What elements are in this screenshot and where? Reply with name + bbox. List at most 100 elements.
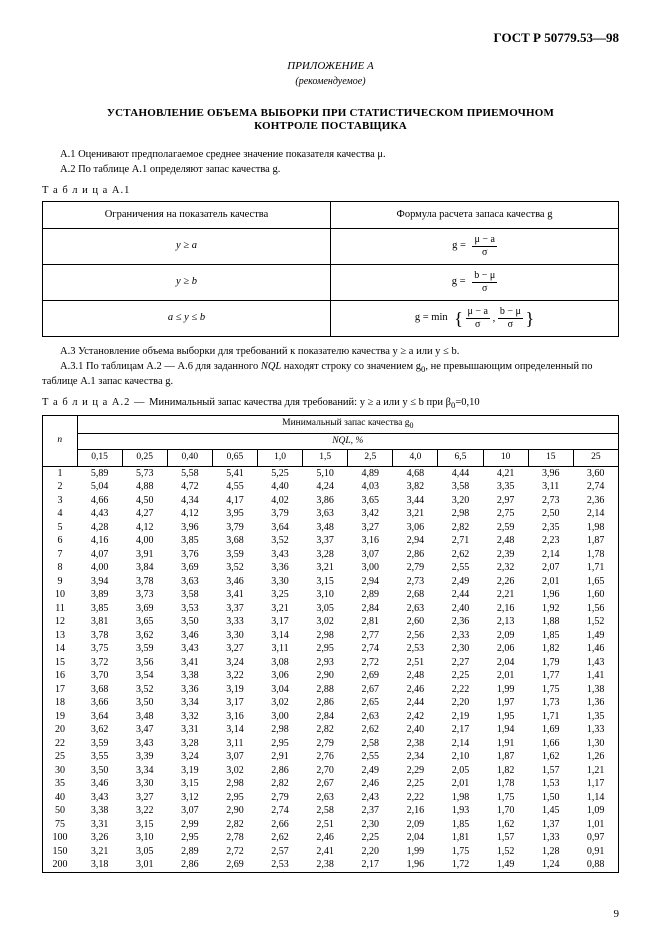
a2-value-cell: 1,24 (528, 859, 573, 873)
section-title: УСТАНОВЛЕНИЕ ОБЪЕМА ВЫБОРКИ ПРИ СТАТИСТИ… (42, 107, 619, 135)
appendix-label: ПРИЛОЖЕНИЕ А (42, 60, 619, 74)
a2-value-cell: 4,44 (438, 467, 483, 481)
a2-value-cell: 2,84 (303, 710, 348, 724)
a2-value-cell: 3,31 (77, 818, 122, 832)
a2-value-cell: 3,91 (122, 548, 167, 562)
table-a1-row: y ≥ b g = b − μ σ (43, 264, 619, 300)
a2-value-cell: 2,25 (348, 832, 393, 846)
a2-value-cell: 2,95 (212, 791, 257, 805)
a2-value-cell: 2,33 (438, 629, 483, 643)
a2-value-cell: 3,21 (393, 508, 438, 522)
a2-value-cell: 1,82 (483, 764, 528, 778)
a2-value-cell: 2,98 (212, 778, 257, 792)
a2-value-cell: 1,98 (573, 521, 618, 535)
a1-num-2: b − μ (472, 271, 497, 283)
table-a2-row: 133,783,623,463,303,142,982,772,562,332,… (43, 629, 619, 643)
a2-value-cell: 2,82 (303, 724, 348, 738)
table-a2-row: 223,593,433,283,112,952,792,582,382,141,… (43, 737, 619, 751)
a2-value-cell: 4,00 (77, 562, 122, 576)
table-a2-row: 503,383,223,072,902,742,582,372,161,931,… (43, 805, 619, 819)
a2-value-cell: 2,04 (483, 656, 528, 670)
a2-value-cell: 3,85 (167, 535, 212, 549)
table-a2-row: 2003,183,012,862,692,532,382,171,961,721… (43, 859, 619, 873)
a2-value-cell: 3,34 (167, 697, 212, 711)
a2-value-cell: 3,50 (167, 616, 212, 630)
a2-value-cell: 3,21 (77, 845, 122, 859)
table-a2-row: 173,683,523,363,193,042,882,672,462,221,… (43, 683, 619, 697)
a2-value-cell: 2,82 (438, 521, 483, 535)
a2-value-cell: 3,66 (77, 697, 122, 711)
a2-value-cell: 1,71 (573, 562, 618, 576)
a2-value-cell: 3,65 (122, 616, 167, 630)
a2-value-cell: 2,58 (348, 737, 393, 751)
a2-value-cell: 1,99 (393, 845, 438, 859)
a2-value-cell: 2,82 (258, 778, 303, 792)
a2-value-cell: 3,36 (258, 562, 303, 576)
a2-value-cell: 3,43 (258, 548, 303, 562)
a2-value-cell: 2,78 (212, 832, 257, 846)
a2-value-cell: 3,96 (528, 467, 573, 481)
a2-value-cell: 3,78 (122, 575, 167, 589)
a2-caption-tail: =0,10 (455, 397, 479, 408)
table-a2-row: 93,943,783,633,463,303,152,942,732,492,2… (43, 575, 619, 589)
a2-value-cell: 4,72 (167, 481, 212, 495)
table-a2-row: 253,553,393,243,072,912,762,552,342,101,… (43, 751, 619, 765)
a2-value-cell: 4,28 (77, 521, 122, 535)
table-a1-row: y ≥ a g = μ − a σ (43, 228, 619, 264)
a2-value-cell: 4,66 (77, 494, 122, 508)
a2-value-cell: 2,58 (303, 805, 348, 819)
a2-value-cell: 3,32 (167, 710, 212, 724)
a2-value-cell: 3,56 (122, 656, 167, 670)
a2-n-cell: 15 (43, 656, 78, 670)
a2-value-cell: 3,07 (348, 548, 393, 562)
a2-n-cell: 35 (43, 778, 78, 792)
a2-n-cell: 1 (43, 467, 78, 481)
a2-nql-value: 10 (483, 450, 528, 467)
a2-value-cell: 4,24 (303, 481, 348, 495)
a2-value-cell: 3,62 (122, 629, 167, 643)
a2-value-cell: 2,81 (348, 616, 393, 630)
a2-value-cell: 5,10 (303, 467, 348, 481)
a2-value-cell: 3,96 (167, 521, 212, 535)
a2-value-cell: 3,53 (167, 602, 212, 616)
a2-value-cell: 1,50 (528, 791, 573, 805)
a2-value-cell: 2,72 (212, 845, 257, 859)
a2-caption-prefix: Т а б л и ц а А.2 — (42, 397, 149, 408)
table-a2-row: 303,503,343,193,022,862,702,492,292,051,… (43, 764, 619, 778)
a2-value-cell: 4,12 (167, 508, 212, 522)
table-a2-row: 64,164,003,853,683,523,373,162,942,712,4… (43, 535, 619, 549)
a2-value-cell: 2,74 (573, 481, 618, 495)
a2-value-cell: 3,50 (122, 697, 167, 711)
a2-value-cell: 1,92 (528, 602, 573, 616)
a2-value-cell: 3,63 (303, 508, 348, 522)
a2-value-cell: 2,79 (303, 737, 348, 751)
a2-value-cell: 3,43 (122, 737, 167, 751)
a2-value-cell: 3,18 (77, 859, 122, 873)
a2-nql-value: 0,15 (77, 450, 122, 467)
table-a2-row: 15,895,735,585,415,255,104,894,684,444,2… (43, 467, 619, 481)
a2-value-cell: 3,06 (258, 670, 303, 684)
a2-value-cell: 1,96 (528, 589, 573, 603)
a2-value-cell: 3,05 (122, 845, 167, 859)
a2-value-cell: 2,63 (348, 710, 393, 724)
a2-nql-value: 4,0 (393, 450, 438, 467)
a2-value-cell: 2,67 (348, 683, 393, 697)
a2-n-cell: 22 (43, 737, 78, 751)
title-line-2: КОНТРОЛЕ ПОСТАВЩИКА (254, 120, 407, 132)
a2-n-cell: 3 (43, 494, 78, 508)
a2-value-cell: 1,81 (438, 832, 483, 846)
a2-value-cell: 3,43 (167, 643, 212, 657)
a2-value-cell: 2,51 (393, 656, 438, 670)
a2-value-cell: 3,82 (393, 481, 438, 495)
a2-value-cell: 3,79 (212, 521, 257, 535)
a2-value-cell: 5,89 (77, 467, 122, 481)
a2-value-cell: 2,09 (393, 818, 438, 832)
a2-value-cell: 3,79 (258, 508, 303, 522)
a2-value-cell: 1,62 (483, 818, 528, 832)
a2-value-cell: 3,01 (122, 859, 167, 873)
a2-value-cell: 2,22 (393, 791, 438, 805)
a2-value-cell: 3,30 (122, 778, 167, 792)
a2-value-cell: 2,51 (303, 818, 348, 832)
a2-value-cell: 3,26 (77, 832, 122, 846)
a2-value-cell: 3,15 (122, 818, 167, 832)
